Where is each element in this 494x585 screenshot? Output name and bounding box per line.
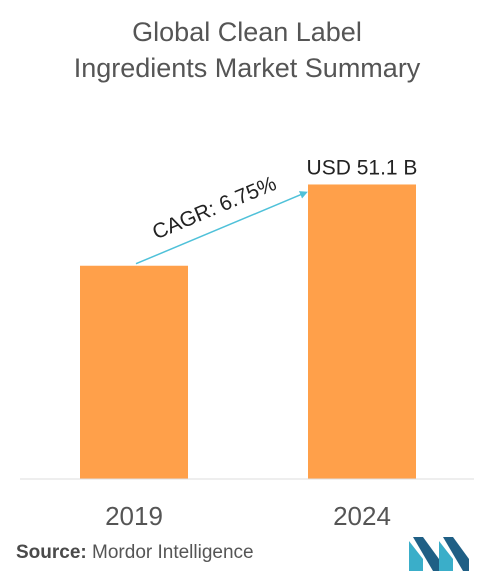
x-tick-label-2024: 2024 [333, 501, 391, 531]
bar-2019 [80, 265, 188, 479]
source-label: Source: [16, 542, 87, 563]
chart-title: Global Clean Label Ingredients Market Su… [0, 14, 494, 86]
source-note: Source: Mordor Intelligence [16, 542, 254, 564]
data-label-2024: USD 51.1 B [307, 156, 418, 179]
cagr-arrow [135, 191, 308, 265]
mordor-intelligence-logo-icon [409, 537, 469, 571]
source-text: Mordor Intelligence [86, 542, 254, 563]
bar-2024 [308, 184, 416, 479]
cagr-label: CAGR: 6.75% [149, 172, 280, 244]
x-tick-label-2019: 2019 [105, 501, 163, 531]
chart-title-line-2: Ingredients Market Summary [73, 53, 421, 83]
chart-title-line-1: Global Clean Label [132, 17, 362, 47]
